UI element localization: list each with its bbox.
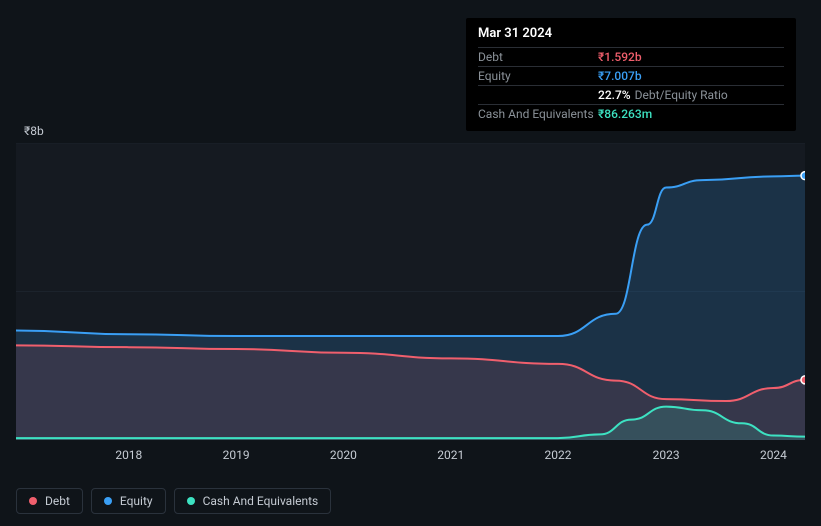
x-axis-tick: 2020 bbox=[330, 448, 357, 462]
chart-tooltip: Mar 31 2024 Debt₹1.592bEquity₹7.007b22.7… bbox=[466, 18, 796, 131]
x-axis-tick: 2023 bbox=[653, 448, 680, 462]
x-axis-tick: 2022 bbox=[545, 448, 572, 462]
chart-legend: Debt Equity Cash And Equivalents bbox=[16, 488, 331, 514]
chart-svg bbox=[16, 143, 805, 440]
tooltip-row-value: ₹1.592b bbox=[598, 50, 642, 64]
x-axis-tick: 2021 bbox=[437, 448, 464, 462]
legend-swatch bbox=[187, 497, 195, 505]
tooltip-row: Cash And Equivalents₹86.263m bbox=[478, 104, 784, 123]
tooltip-row: Equity₹7.007b bbox=[478, 66, 784, 85]
legend-swatch bbox=[29, 497, 37, 505]
legend-swatch bbox=[104, 497, 112, 505]
chart-plot-area[interactable] bbox=[16, 143, 805, 440]
x-axis-tick: 2018 bbox=[115, 448, 142, 462]
x-axis: 2018 2019 2020 2021 2022 2023 2024 bbox=[16, 448, 805, 468]
x-axis-tick: 2024 bbox=[760, 448, 787, 462]
legend-label: Cash And Equivalents bbox=[203, 494, 319, 508]
tooltip-row-suffix: Debt/Equity Ratio bbox=[635, 88, 728, 102]
y-axis-label-top: ₹8b bbox=[24, 124, 44, 138]
tooltip-row-value: ₹86.263m bbox=[598, 107, 652, 121]
legend-item-cash-and-equivalents[interactable]: Cash And Equivalents bbox=[174, 488, 332, 514]
legend-label: Equity bbox=[120, 494, 153, 508]
tooltip-row: Debt₹1.592b bbox=[478, 47, 784, 66]
x-axis-tick: 2019 bbox=[223, 448, 250, 462]
tooltip-row-value: ₹7.007b bbox=[598, 69, 642, 83]
tooltip-row-label: Equity bbox=[478, 69, 598, 83]
tooltip-row-value: 22.7% bbox=[598, 88, 631, 102]
tooltip-row-label: Cash And Equivalents bbox=[478, 107, 598, 121]
legend-item-debt[interactable]: Debt bbox=[16, 488, 83, 514]
legend-item-equity[interactable]: Equity bbox=[91, 488, 166, 514]
tooltip-row-label: Debt bbox=[478, 50, 598, 64]
tooltip-row: 22.7% Debt/Equity Ratio bbox=[478, 85, 784, 104]
legend-label: Debt bbox=[45, 494, 70, 508]
tooltip-title: Mar 31 2024 bbox=[478, 26, 784, 47]
